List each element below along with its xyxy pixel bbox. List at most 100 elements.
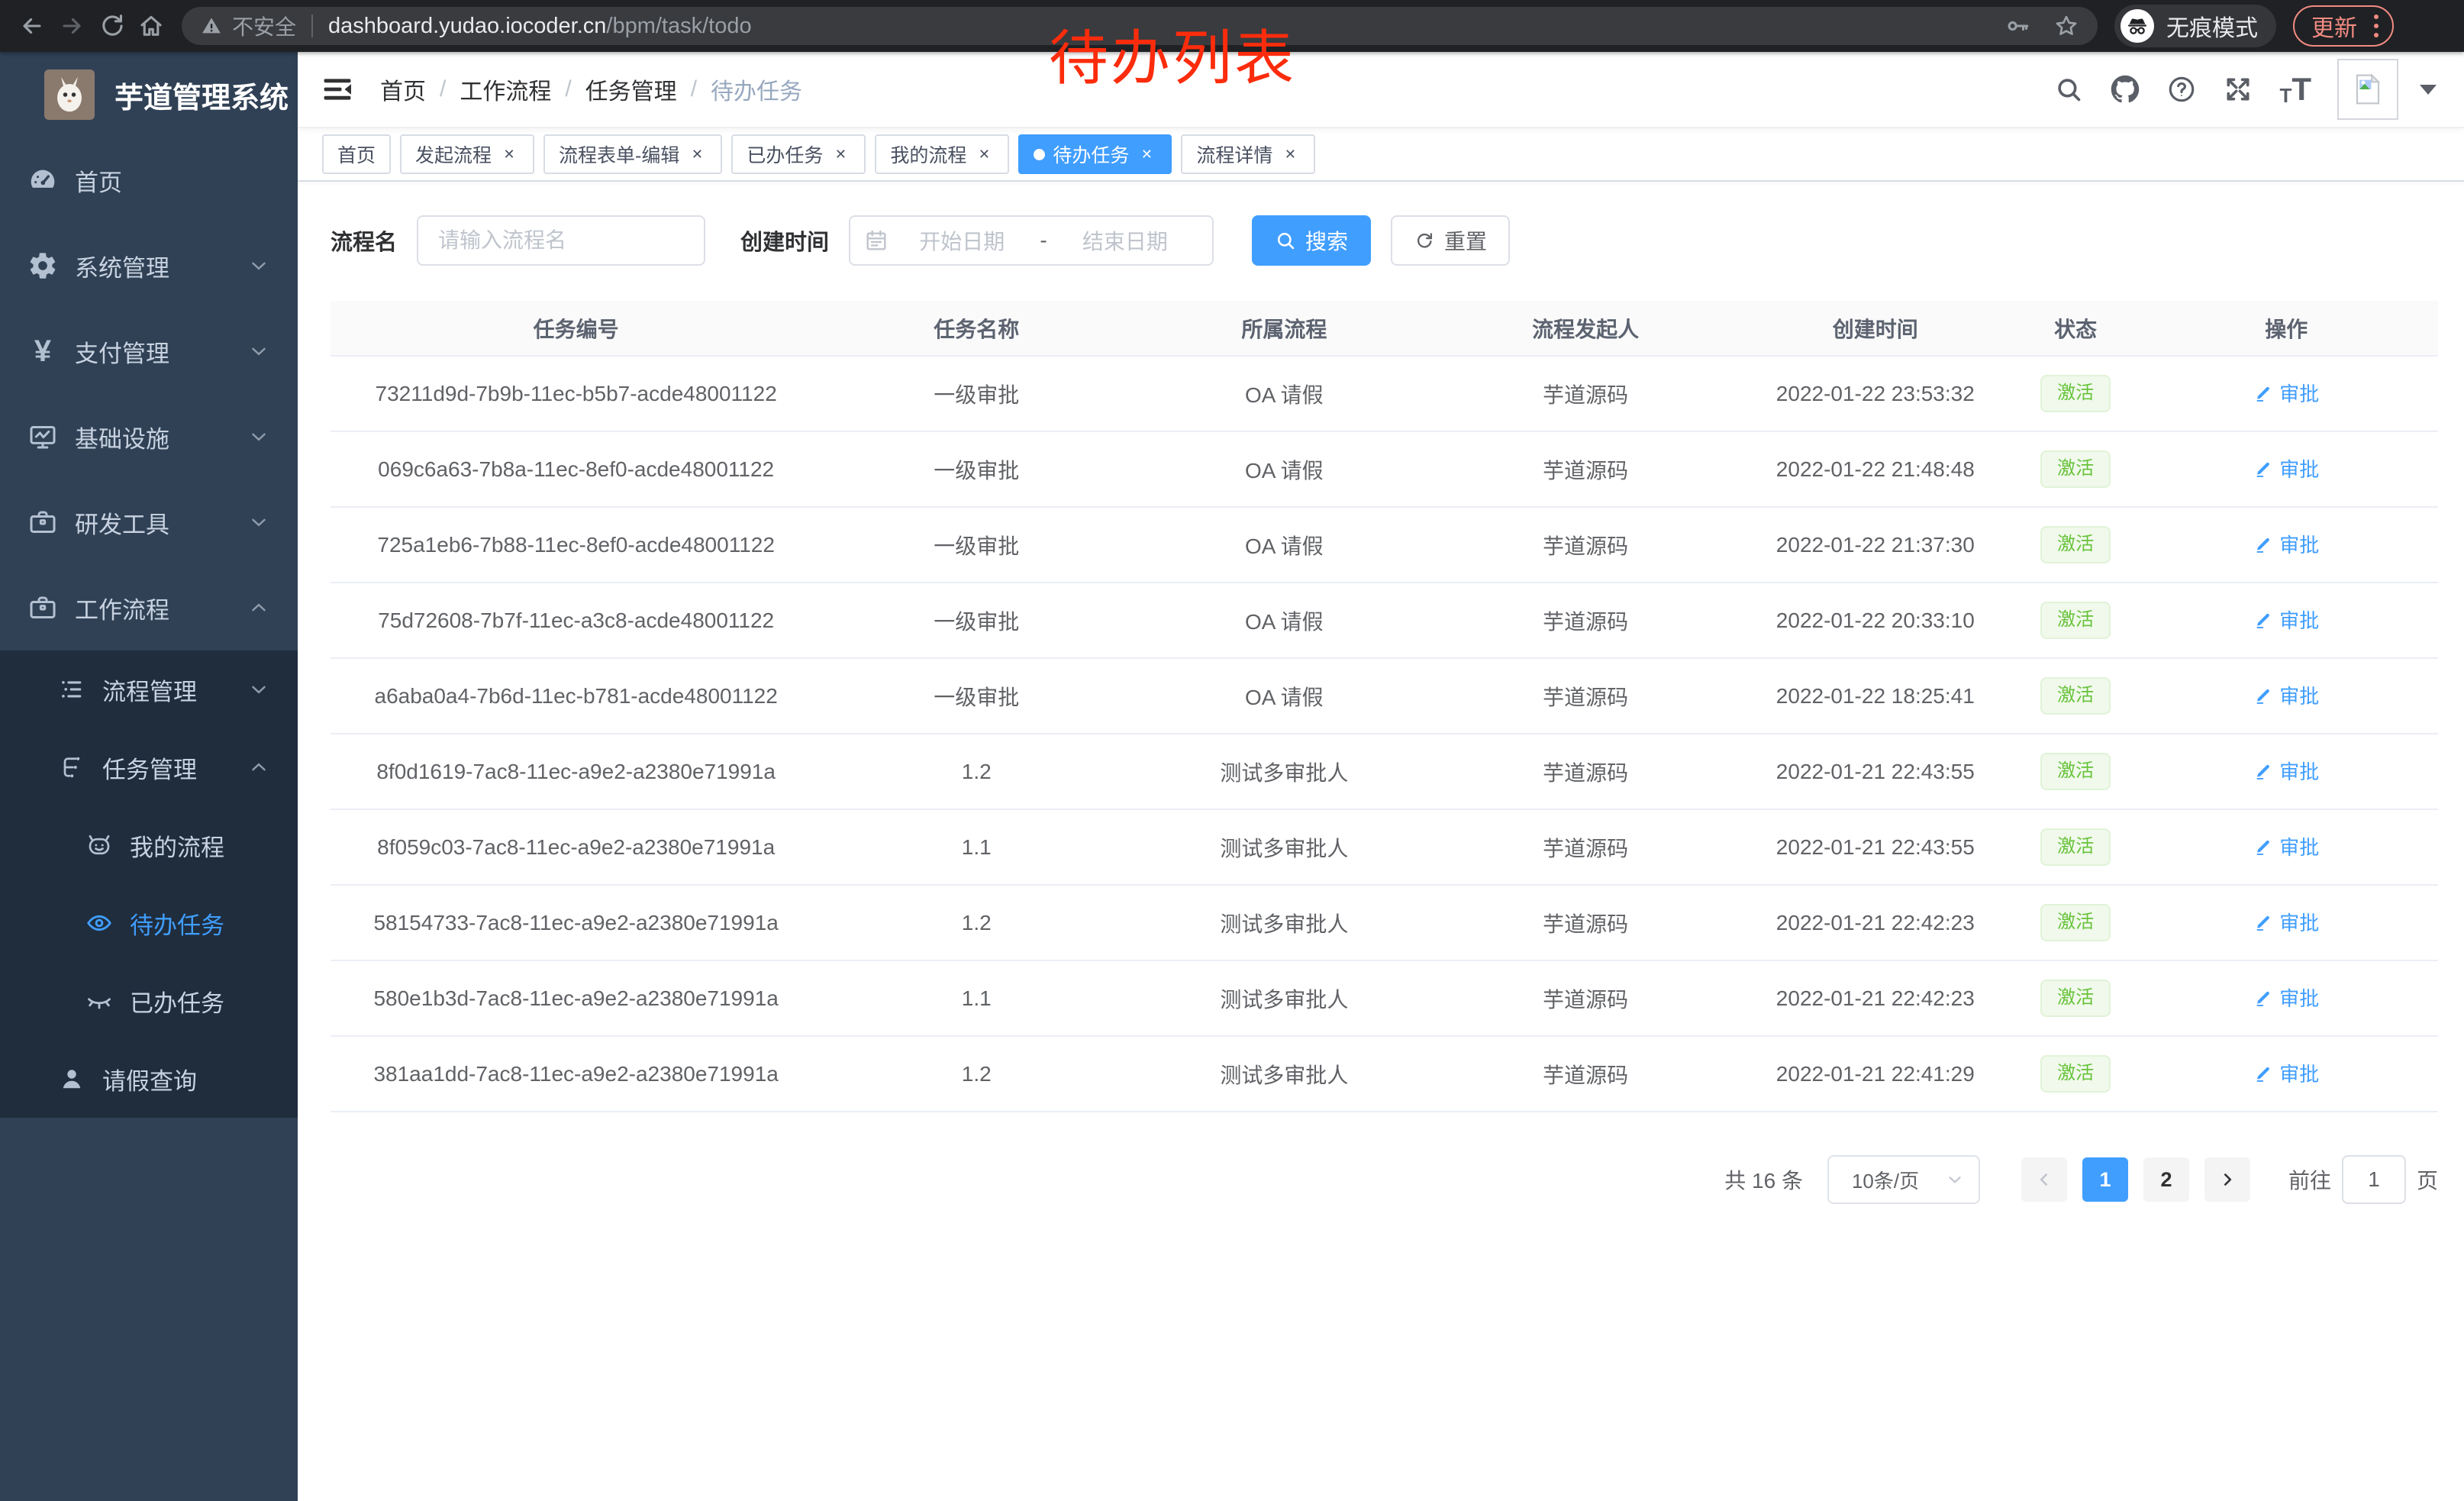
sidebar-item-my-process[interactable]: 我的流程 [0, 806, 298, 884]
key-icon[interactable] [2004, 13, 2030, 39]
approve-link[interactable]: 审批 [2253, 1059, 2319, 1087]
col-status: 状态 [2016, 301, 2135, 357]
created-time: 2022-01-22 18:25:41 [1775, 683, 1975, 708]
sidebar-item-done-tasks[interactable]: 已办任务 [0, 962, 298, 1040]
end-date-placeholder[interactable]: 结束日期 [1082, 230, 1168, 253]
tag-label: 发起流程 [415, 145, 492, 166]
forward-icon[interactable] [52, 6, 92, 46]
browser-toolbar: 不安全 dashboard.yudao.iocoder.cn/bpm/task/… [0, 0, 2464, 52]
home-icon[interactable] [131, 6, 171, 46]
refresh-icon [1417, 233, 1433, 248]
sidebar-item-leave-query[interactable]: 请假查询 [0, 1040, 298, 1118]
cell-task-id: a6aba0a4-7b6d-11ec-b781-acde48001122 [331, 658, 822, 734]
sidebar-item-workflow[interactable]: 工作流程 [0, 565, 298, 650]
sidebar-item-process-mgmt[interactable]: 流程管理 [0, 650, 298, 728]
search-icon[interactable] [2053, 74, 2084, 105]
breadcrumb: 首页 / 工作流程 / 任务管理 / 待办任务 [380, 73, 802, 106]
page-size-select[interactable]: 10条/页 [1827, 1155, 1980, 1204]
approve-link[interactable]: 审批 [2253, 983, 2319, 1012]
cell-process: OA 请假 [1131, 356, 1437, 432]
update-button[interactable]: 更新 [2293, 5, 2394, 47]
approve-link[interactable]: 审批 [2253, 757, 2319, 785]
broken-image-icon [2356, 73, 2381, 105]
github-icon[interactable] [2110, 74, 2140, 105]
tag-my-process[interactable]: 我的流程 [875, 134, 1010, 174]
sidebar-logo[interactable]: 芋道管理系统 [0, 52, 298, 137]
next-page-button[interactable] [2204, 1157, 2250, 1202]
process-starter: 芋道源码 [1543, 685, 1629, 709]
close-icon[interactable] [974, 144, 994, 164]
sidebar-item-system[interactable]: 系统管理 [0, 223, 298, 308]
back-icon[interactable] [12, 6, 52, 46]
approve-label: 审批 [2279, 383, 2320, 406]
start-date-placeholder[interactable]: 开始日期 [919, 230, 1005, 253]
reset-button[interactable]: 重置 [1391, 215, 1511, 266]
breadcrumb-home[interactable]: 首页 [380, 79, 426, 105]
page-button-1[interactable]: 1 [2082, 1157, 2128, 1202]
approve-link[interactable]: 审批 [2253, 454, 2319, 483]
gauge-icon [27, 165, 58, 195]
avatar[interactable] [2337, 59, 2398, 120]
cell-task-name: 1.2 [821, 885, 1132, 961]
cell-task-id: 75d72608-7b7f-11ec-a3c8-acde48001122 [331, 583, 822, 659]
sidebar-item-devtools[interactable]: 研发工具 [0, 479, 298, 565]
cell-action: 审批 [2134, 809, 2438, 886]
task-id: a6aba0a4-7b6d-11ec-b781-acde48001122 [374, 683, 778, 708]
close-icon[interactable] [1280, 144, 1300, 164]
close-icon[interactable] [1137, 144, 1156, 164]
browser-menu-icon[interactable] [2371, 11, 2382, 40]
task-id: 8f0d1619-7ac8-11ec-a9e2-a2380e71991a [376, 759, 776, 783]
cell-task-name: 一级审批 [821, 431, 1132, 508]
approve-link[interactable]: 审批 [2253, 605, 2319, 634]
collapse-sidebar-icon[interactable] [321, 73, 354, 106]
bookmark-star-icon[interactable] [2053, 13, 2079, 39]
tag-done-tasks[interactable]: 已办任务 [731, 134, 866, 174]
page-button-2[interactable]: 2 [2143, 1157, 2189, 1202]
tag-form-edit[interactable]: 流程表单-编辑 [543, 134, 723, 174]
tag-label: 已办任务 [747, 145, 824, 166]
pen-icon [2253, 686, 2273, 705]
close-icon[interactable] [687, 144, 707, 164]
cell-action: 审批 [2134, 583, 2438, 659]
tag-start-process[interactable]: 发起流程 [400, 134, 535, 174]
help-icon[interactable] [2166, 74, 2197, 105]
sidebar-item-payment[interactable]: ¥ 支付管理 [0, 308, 298, 394]
create-time-label: 创建时间 [740, 231, 830, 255]
prev-page-button[interactable] [2021, 1157, 2067, 1202]
robot-icon [85, 831, 113, 859]
gear-icon [27, 250, 58, 281]
approve-link[interactable]: 审批 [2253, 530, 2319, 558]
search-button[interactable]: 搜索 [1252, 215, 1372, 266]
process-name-input[interactable] [417, 215, 706, 266]
approve-link[interactable]: 审批 [2253, 681, 2319, 709]
table-row: 58154733-7ac8-11ec-a9e2-a2380e71991a 1.2… [331, 885, 2438, 961]
close-icon[interactable] [830, 144, 850, 164]
total-count: 共 16 条 [1724, 1169, 1803, 1193]
cell-action: 审批 [2134, 960, 2438, 1037]
date-range-picker[interactable]: 开始日期 - 结束日期 [849, 215, 1214, 266]
sidebar-item-label: 任务管理 [102, 756, 197, 783]
url-bar[interactable]: 不安全 dashboard.yudao.iocoder.cn/bpm/task/… [182, 7, 2098, 45]
app-title: 芋道管理系统 [114, 82, 289, 115]
sidebar-item-task-mgmt[interactable]: 任务管理 [0, 728, 298, 806]
sidebar-item-todo-tasks[interactable]: 待办任务 [0, 884, 298, 962]
fullscreen-icon[interactable] [2223, 74, 2253, 105]
created-time: 2022-01-21 22:42:23 [1775, 910, 1975, 934]
breadcrumb-task-mgmt[interactable]: 任务管理 [585, 79, 677, 105]
close-icon[interactable] [499, 144, 519, 164]
tag-todo-tasks[interactable]: 待办任务 [1018, 134, 1172, 174]
breadcrumb-workflow[interactable]: 工作流程 [460, 79, 552, 105]
reload-icon[interactable] [92, 6, 131, 46]
tag-home[interactable]: 首页 [322, 134, 392, 174]
approve-link[interactable]: 审批 [2253, 908, 2319, 936]
tag-process-detail[interactable]: 流程详情 [1181, 134, 1316, 174]
sidebar-item-home[interactable]: 首页 [0, 137, 298, 223]
avatar-dropdown-caret[interactable] [2420, 84, 2437, 95]
approve-link[interactable]: 审批 [2253, 379, 2319, 407]
goto-page-input[interactable] [2341, 1155, 2406, 1204]
approve-link[interactable]: 审批 [2253, 832, 2319, 860]
workflow-submenu: 流程管理 任务管理 我的流程 待办任务 [0, 650, 298, 1118]
chevron-right-icon [2224, 1173, 2232, 1186]
sidebar-item-infra[interactable]: 基础设施 [0, 394, 298, 479]
